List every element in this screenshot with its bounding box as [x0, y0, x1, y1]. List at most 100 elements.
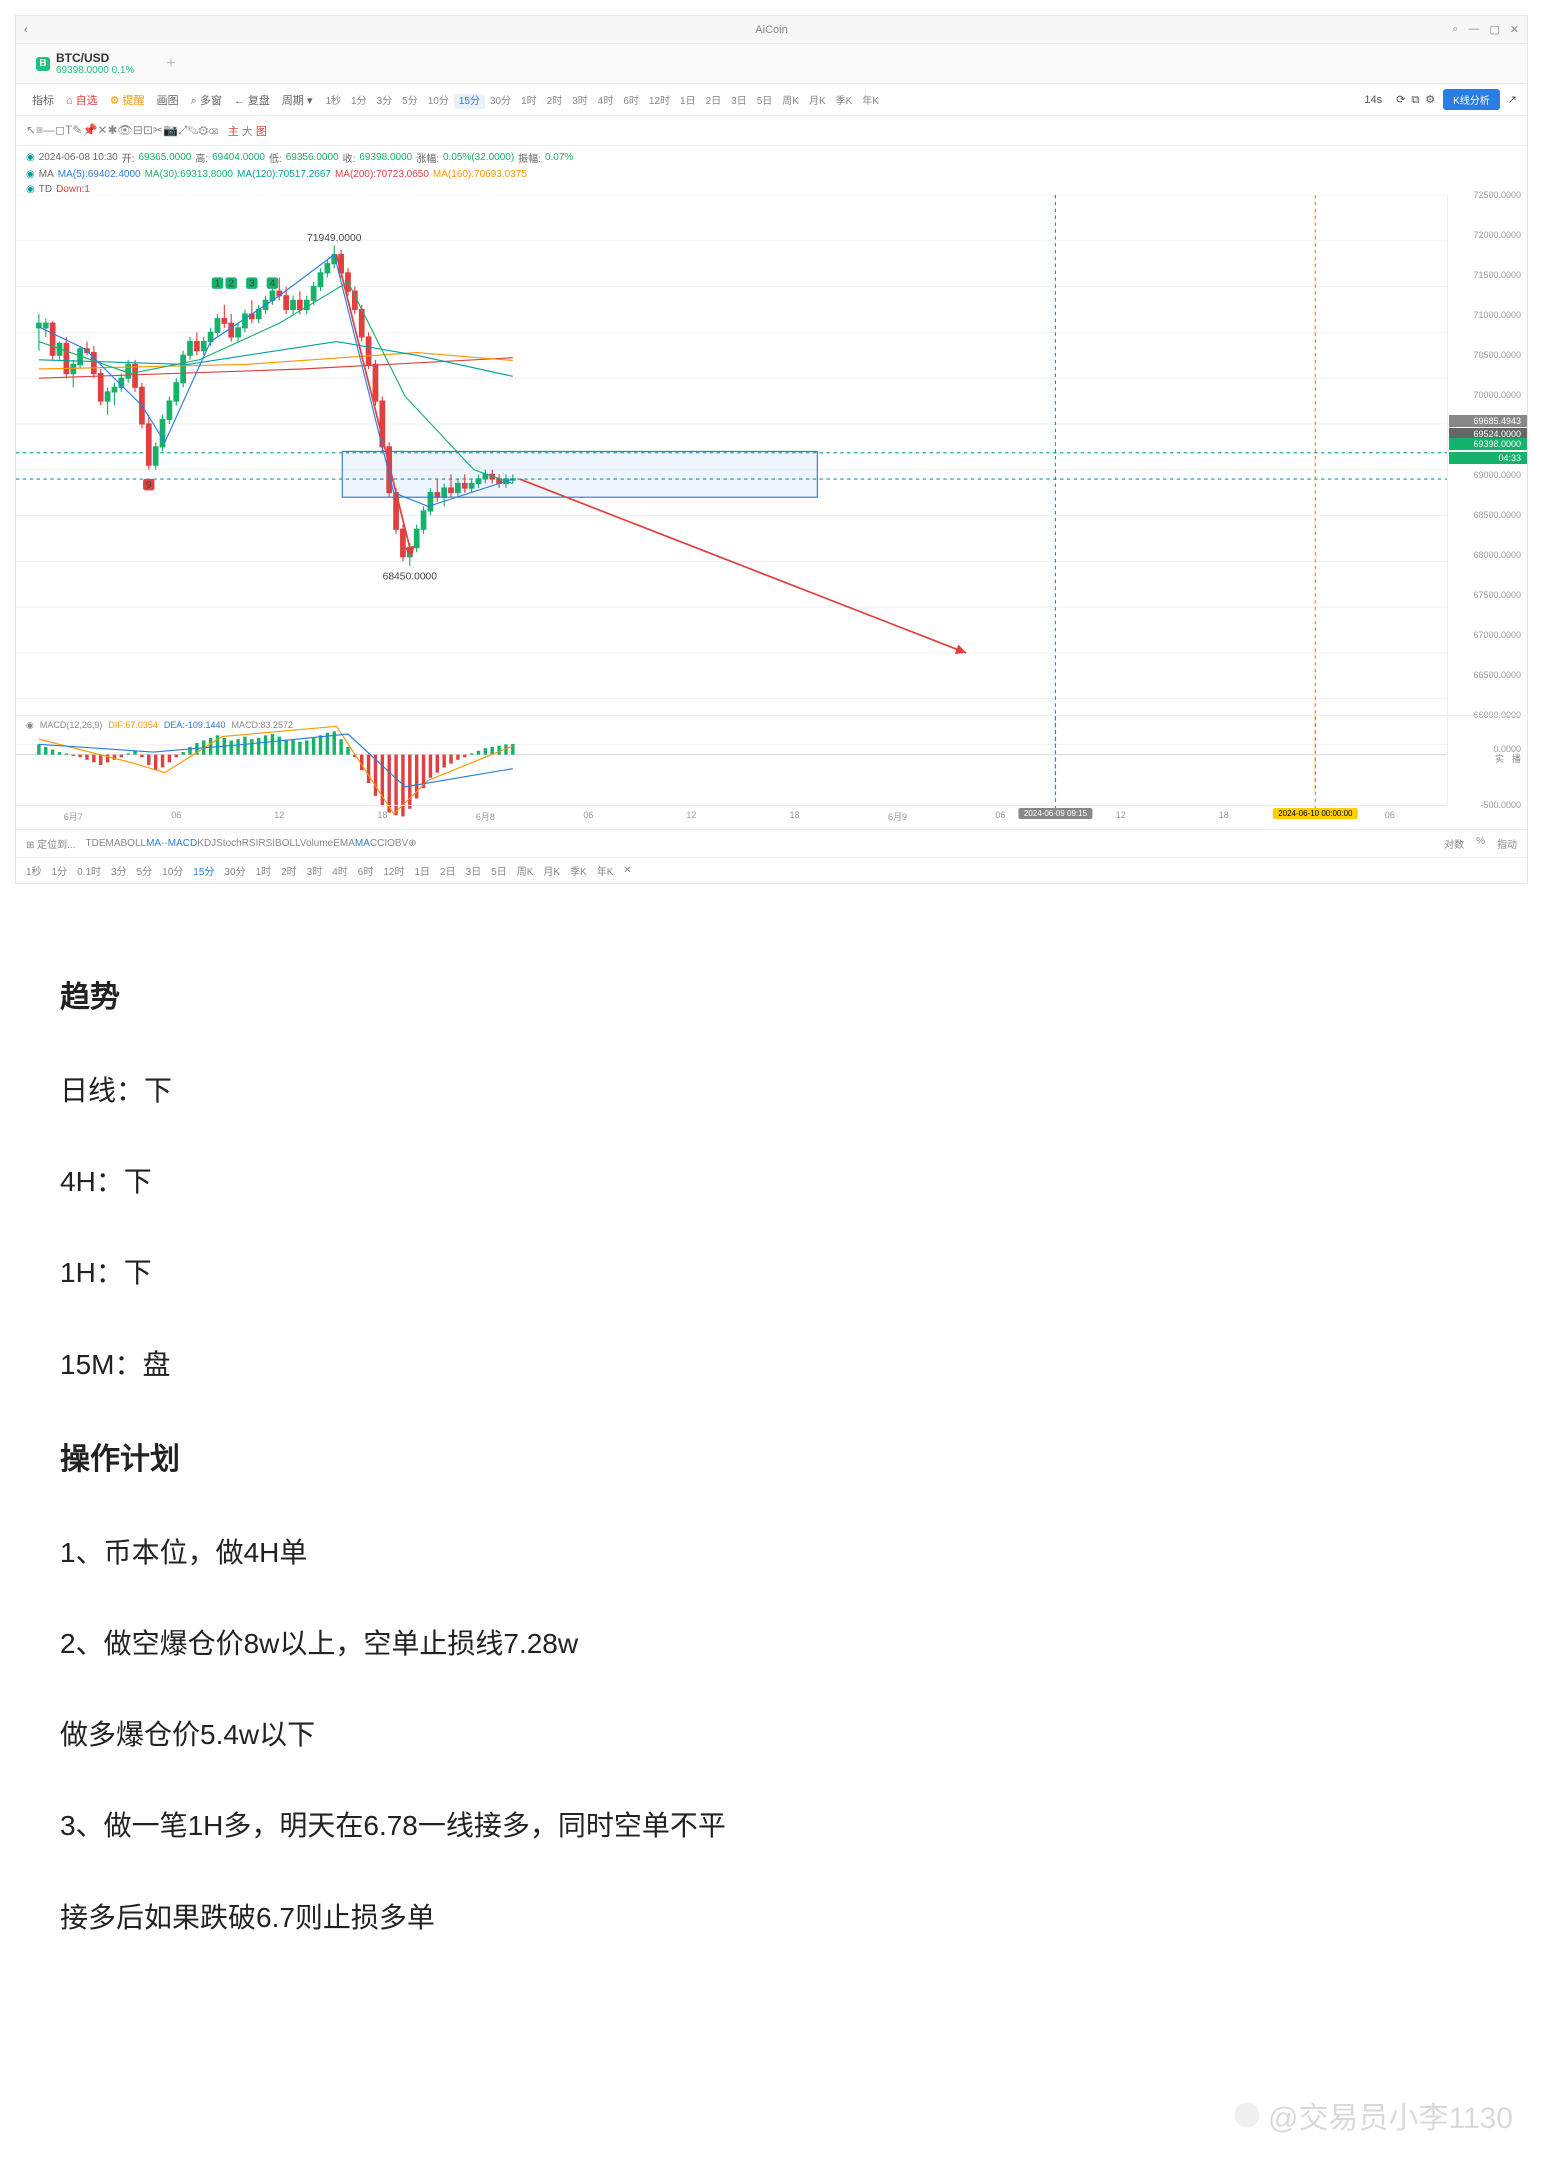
tfb-1时[interactable]: 1时 [256, 863, 272, 878]
tf-6时[interactable]: 6时 [618, 94, 644, 109]
tfb-15分[interactable]: 15分 [193, 863, 214, 878]
tfb-2日[interactable]: 2日 [440, 863, 456, 878]
draw-tool-10[interactable]: ⊟ [133, 123, 143, 137]
tf-1日[interactable]: 1日 [675, 94, 701, 109]
kline-analysis-button[interactable]: K线分析 [1443, 89, 1500, 110]
tf-2时[interactable]: 2时 [542, 94, 568, 109]
locate-button[interactable]: ⊞ 定位到... [26, 836, 76, 851]
chart-app: ‹ AiCoin ⌕ — ▢ ✕ B BTC/USD 69398.0000 0.… [15, 15, 1528, 884]
toolbar-1[interactable]: ⌂ 自选 [60, 93, 104, 109]
toolbar-6[interactable]: 周期 ▾ [276, 93, 319, 109]
indicator-RSI[interactable]: RSI [258, 838, 275, 849]
toolbar-icon-0[interactable]: ⟳ [1396, 94, 1405, 106]
toolbar-0[interactable]: 指标 [26, 93, 60, 109]
indicator-KDJ[interactable]: KDJ [197, 838, 216, 849]
tfb-1分[interactable]: 1分 [52, 863, 68, 878]
tf-1时[interactable]: 1时 [516, 94, 542, 109]
draw-tool-2[interactable]: — [43, 123, 55, 137]
tfb-4时[interactable]: 4时 [332, 863, 348, 878]
indicator-Volume[interactable]: Volume [300, 838, 333, 849]
draw-tool-5[interactable]: ✎ [72, 123, 82, 137]
tfb-5日[interactable]: 5日 [491, 863, 507, 878]
tfb-3时[interactable]: 3时 [307, 863, 323, 878]
tf-3分[interactable]: 3分 [372, 94, 398, 109]
tf-15分[interactable]: 15分 [454, 94, 485, 109]
tfb-1日[interactable]: 1日 [414, 863, 430, 878]
tf-30分[interactable]: 30分 [485, 94, 516, 109]
draw-tool-9[interactable]: 👁 [118, 123, 133, 137]
price-chart[interactable]: 1234971949.000068450.0000 72500.00007200… [16, 195, 1527, 715]
tfb-30分[interactable]: 30分 [224, 863, 245, 878]
draw-tool-6[interactable]: 📌 [82, 123, 97, 137]
draw-tool-8[interactable]: ✱ [107, 123, 117, 137]
tfb-6时[interactable]: 6时 [358, 863, 374, 878]
tfb-年K[interactable]: 年K [597, 863, 614, 878]
tfb-12时[interactable]: 12时 [383, 863, 404, 878]
indicator-MA[interactable]: MA [355, 838, 370, 849]
toolbar-5[interactable]: ← 复盘 [228, 93, 276, 109]
trend-1h: 1H：下 [60, 1246, 1483, 1299]
indicator-BOLL[interactable]: BOLL [121, 838, 147, 849]
draw-tool-17[interactable]: ⌫ [208, 123, 218, 137]
tfb-✕[interactable]: ✕ [623, 865, 631, 876]
share-icon[interactable]: ↗ [1508, 93, 1517, 106]
tf-季K[interactable]: 季K [831, 94, 858, 109]
tfb-0.1时[interactable]: 0.1时 [77, 863, 101, 878]
indicator-⊕[interactable]: ⊕ [408, 838, 416, 849]
tf-1分[interactable]: 1分 [346, 94, 372, 109]
draw-tool-14[interactable]: ⤢ [178, 123, 188, 137]
tf-10分[interactable]: 10分 [423, 94, 454, 109]
indicator-OBV[interactable]: OBV [387, 838, 408, 849]
minimize-icon[interactable]: — [1468, 23, 1479, 36]
indicator-TD[interactable]: TD [86, 838, 99, 849]
draw-tool-3[interactable]: ◻ [55, 123, 65, 137]
draw-tool-11[interactable]: ⊡ [143, 123, 153, 137]
draw-tool-13[interactable]: 📷 [163, 123, 178, 137]
indicator-EMA[interactable]: EMA [333, 838, 355, 849]
tfb-3日[interactable]: 3日 [466, 863, 482, 878]
back-button[interactable]: ‹ [24, 24, 28, 36]
indicator---[interactable]: -- [161, 838, 168, 849]
tfb-3分[interactable]: 3分 [111, 863, 127, 878]
close-icon[interactable]: ✕ [1510, 23, 1519, 36]
indicator-MACD[interactable]: MACD [168, 838, 197, 849]
macd-chart[interactable]: ◉ MACD(12,26,9) DIF:67.0354 DEA:-109.144… [16, 715, 1527, 805]
draw-tool-7[interactable]: ✕ [97, 123, 107, 137]
tfb-季K[interactable]: 季K [570, 863, 587, 878]
tf-3时[interactable]: 3时 [567, 94, 593, 109]
tf-3日[interactable]: 3日 [726, 94, 752, 109]
tf-5分[interactable]: 5分 [397, 94, 423, 109]
tfb-5分[interactable]: 5分 [137, 863, 153, 878]
tf-12时[interactable]: 12时 [644, 94, 675, 109]
draw-tool-16[interactable]: ⚙ [198, 123, 208, 137]
tf-周K[interactable]: 周K [777, 94, 804, 109]
toolbar-4[interactable]: ⌕ 多窗 [185, 93, 228, 109]
tfb-周K[interactable]: 周K [517, 863, 534, 878]
toolbar-icon-2[interactable]: ⚙ [1425, 94, 1435, 106]
indicator-MA[interactable]: MA [146, 838, 161, 849]
tab-add-button[interactable]: + [166, 55, 175, 73]
draw-tool-15[interactable]: ✎ [188, 123, 199, 137]
draw-tool-0[interactable]: ↖ [26, 123, 36, 137]
tfb-10分[interactable]: 10分 [162, 863, 183, 878]
indicator-CCI[interactable]: CCI [370, 838, 387, 849]
indicator-BOLL[interactable]: BOLL [275, 838, 300, 849]
tf-1秒[interactable]: 1秒 [320, 94, 346, 109]
maximize-icon[interactable]: ▢ [1489, 23, 1499, 36]
tf-4时[interactable]: 4时 [593, 94, 619, 109]
toolbar-2[interactable]: ⚙ 提醒 [104, 93, 151, 109]
draw-tool-12[interactable]: ✂ [153, 123, 163, 137]
tab-btcusd[interactable]: B BTC/USD 69398.0000 0.1% [24, 47, 146, 80]
search-icon[interactable]: ⌕ [1452, 23, 1458, 36]
tfb-2时[interactable]: 2时 [281, 863, 297, 878]
tfb-月K[interactable]: 月K [543, 863, 560, 878]
tf-年K[interactable]: 年K [857, 94, 884, 109]
toolbar-3[interactable]: 画图 [151, 93, 185, 109]
indicator-StochRSI[interactable]: StochRSI [216, 838, 258, 849]
tf-月K[interactable]: 月K [804, 94, 831, 109]
tfb-1秒[interactable]: 1秒 [26, 863, 42, 878]
toolbar-icon-1[interactable]: ⧉ [1411, 94, 1419, 106]
indicator-EMA[interactable]: EMA [99, 838, 121, 849]
tf-2日[interactable]: 2日 [701, 94, 727, 109]
tf-5日[interactable]: 5日 [752, 94, 778, 109]
